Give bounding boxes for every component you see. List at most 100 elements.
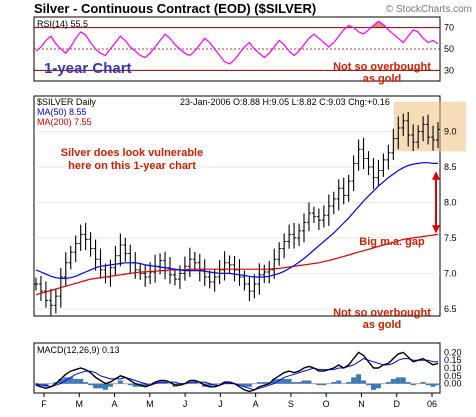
x-month-label: A [112,399,118,409]
rsi-line [35,20,439,65]
macd-histogram-bar [237,383,242,386]
rsi-overbought-fill [378,21,384,28]
macd-histogram-bar [68,377,74,384]
x-month-label: J [183,399,188,409]
price-legend-series: $SILVER Daily [37,97,96,107]
macd-histogram-bar [430,383,436,387]
price-note-line1: Silver does look vulnerable [61,147,203,159]
x-month-label: F [41,399,47,409]
macd-histogram-bar [93,383,99,389]
rsi-note-line2: as gold [363,73,402,85]
macd-histogram-bar [246,383,252,387]
x-month-label: D [393,399,400,409]
rsi-tick-label: 30 [444,65,454,75]
price-tick-label: 8.5 [444,162,457,172]
ma50-line [35,162,438,279]
ma-gap-arrowhead-down [432,225,440,234]
macd-histogram-bar [316,383,322,386]
chart-credit: © StockCharts.com [386,4,472,15]
macd-histogram-bar [420,382,426,384]
macd-histogram-bar [103,383,108,390]
price-legend-ma200: MA(200) 7.55 [37,117,92,127]
macd-tick-label: 0.00 [444,379,462,389]
macd-histogram-bar [261,382,267,384]
rsi-note-line1: Not so overbought [333,61,431,73]
macd-histogram-bar [395,377,401,384]
macd-histogram-bar [83,382,89,384]
macd-histogram-bar [286,378,292,384]
x-month-label: J [218,399,223,409]
macd-histogram-bar [271,378,277,384]
x-month-label: 06 [427,399,437,409]
price-tick-label: 7.0 [444,268,457,278]
ma-gap-arrowhead-up [432,171,440,180]
macd-histogram-bar [425,383,431,386]
price-tick-label: 8.0 [444,197,457,207]
macd-tick-label: 0.05 [444,371,462,381]
macd-histogram-bar [107,383,113,387]
macd-histogram-bar [390,378,396,384]
macd-histogram-bar [351,377,357,384]
price-legend-ma50: MA(50) 8.55 [37,107,87,117]
x-axis: F M A M J J A S O N D 06 [41,393,437,409]
macd-histogram-bar [187,382,193,384]
ma200-line [35,233,439,296]
macd-histogram-bar [207,383,213,387]
macd-note-line1: Not so overbought [333,307,431,319]
macd-histogram-bar [142,383,148,387]
macd-histogram-bar [306,380,312,384]
macd-label: MACD(12,26,9) 0.13 [37,345,120,355]
macd-histogram-bar [132,383,138,387]
macd-histogram-bar [301,380,307,384]
macd-histogram-bar [371,383,376,390]
macd-line [35,351,439,393]
price-layer: 6.5 7.0 7.5 8.0 8.5 9.0 [34,101,466,316]
chart-title: Silver - Continuous Contract (EOD) ($SIL… [34,1,316,16]
macd-histogram-bar [276,378,282,384]
price-panel [33,95,441,317]
macd-histogram-bar [88,383,94,386]
macd-histogram-bar [400,377,406,384]
price-tick-label: 9.0 [444,126,457,136]
x-month-label: S [288,399,294,409]
macd-histogram-bar [227,382,233,384]
macd-histogram-bar [117,380,123,384]
macd-histogram-bar [192,382,198,384]
macd-histogram-bar [366,383,371,386]
macd-histogram-bar [212,383,218,386]
macd-tick-label: 0.20 [444,347,462,357]
price-quote: 23-Jan-2006 O:8.88 H:9.05 L:8.82 C:9.03 … [180,97,390,107]
macd-histogram-bar [73,378,79,384]
macd-histogram-bar [177,383,183,386]
macd-histogram-bar [58,378,64,384]
price-note-line2: here on this 1-year chart [68,160,196,172]
macd-histogram-bar [127,383,133,386]
x-month-label: O [323,399,330,409]
macd-histogram-bar [162,382,168,384]
macd-histogram-bar [241,383,247,387]
macd-histogram-bar [336,380,342,384]
x-month-label: A [253,399,259,409]
macd-histogram-bar [321,383,327,386]
macd-histogram-bar [98,383,103,389]
macd-histogram-bar [435,383,441,386]
macd-histogram-bar [375,383,381,389]
macd-histogram-bar [78,378,84,384]
macd-histogram-bar [405,382,411,384]
x-month-label: M [146,399,154,409]
rsi-tick-label: 50 [444,44,454,54]
macd-histogram-bar [291,382,297,384]
ma-gap-note: Big m.a. gap [359,236,425,248]
macd-histogram-bar [281,378,287,384]
x-month-label: M [76,399,84,409]
rsi-layer: 30 50 70 [34,20,454,75]
macd-histogram-bar [256,382,262,384]
price-tick-label: 7.5 [444,233,457,243]
price-highlight-zone [394,101,466,152]
macd-histogram-bar [38,383,44,386]
x-month-label: N [358,399,365,409]
macd-layer: 0.000.050.100.150.20 [33,347,462,393]
macd-histogram-bar [33,383,39,386]
